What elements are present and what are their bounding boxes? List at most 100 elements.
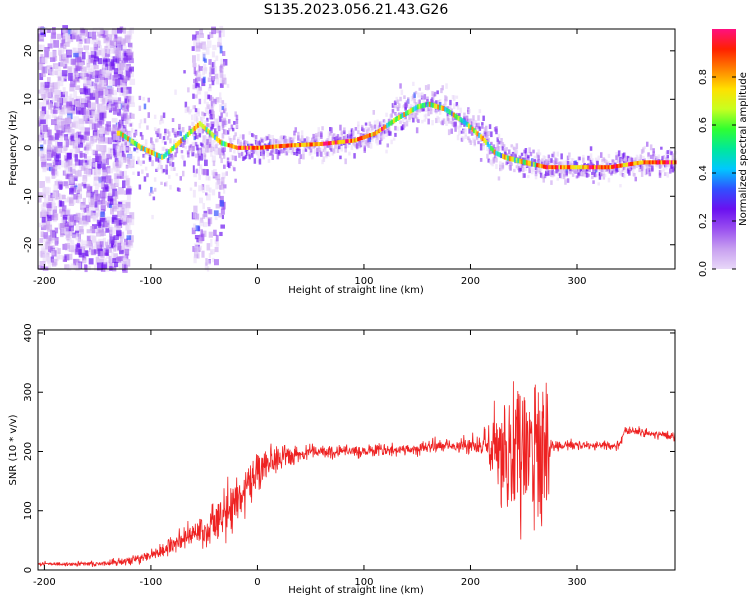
- spectrogram-cell: [61, 98, 68, 104]
- spectrogram-cell: [124, 56, 130, 61]
- spectrogram-cell: [612, 164, 616, 169]
- spectrogram-cell: [124, 35, 131, 44]
- spectrogram-cell: [245, 140, 249, 145]
- spectrogram-cell: [142, 153, 145, 158]
- spectrogram-cell: [244, 154, 248, 159]
- spectrogram-cell: [254, 140, 258, 145]
- spectrogram-cell: [479, 158, 483, 162]
- spectrogram-cell: [65, 231, 72, 240]
- spectrogram-cell: [319, 142, 322, 146]
- spectrogram-cell: [501, 142, 505, 148]
- spectrogram-cell: [188, 145, 191, 151]
- spectrogram-cell: [518, 154, 521, 161]
- spectrogram-cell: [369, 127, 373, 133]
- spectrogram-cell: [77, 213, 84, 221]
- spectrogram-cell: [472, 115, 475, 121]
- spectrogram-cell: [271, 144, 275, 149]
- spectrogram-cell: [459, 117, 462, 123]
- spectrogram-cell: [616, 166, 620, 172]
- spectrogram-cell: [95, 232, 101, 237]
- spectrogram-cell: [433, 91, 437, 97]
- spectrogram-cell: [344, 143, 347, 149]
- spectrogram-cell: [206, 104, 210, 110]
- spectrogram-cell: [115, 78, 121, 87]
- spectrogram-cell: [276, 138, 280, 144]
- spectrogram-cell: [357, 130, 360, 135]
- spectrogram-cell: [532, 167, 535, 172]
- spectrogram-cell: [600, 173, 603, 177]
- spectrogram-cell: [86, 64, 91, 71]
- spectrogram-cell: [410, 114, 414, 119]
- spectrogram-cell: [468, 138, 471, 143]
- spectrogram-cell: [666, 154, 669, 159]
- spectrogram-cell: [519, 162, 522, 168]
- spectrogram-cell: [200, 122, 203, 128]
- spectrogram-cell: [209, 31, 214, 38]
- spectrogram-cell: [215, 118, 218, 123]
- spectrogram-cell: [470, 121, 474, 128]
- spectrogram-cell: [105, 175, 112, 184]
- spectrogram-cell: [442, 106, 445, 111]
- spectrogram-cell: [84, 154, 88, 159]
- spectrogram-cell: [211, 170, 214, 176]
- spectrogram-cell: [124, 118, 129, 125]
- spectrogram-cell: [100, 136, 106, 142]
- spectrogram-cell: [100, 251, 105, 259]
- spectrogram-cell: [375, 130, 379, 135]
- snr-x-ticks: -200 -100 0 100 200 300: [33, 330, 587, 588]
- spectrogram-cell: [323, 150, 327, 155]
- spectrogram-cell: [239, 145, 242, 150]
- spectrogram-cell: [152, 143, 156, 150]
- spectrogram-cell: [233, 150, 236, 154]
- spectrogram-cell: [556, 168, 559, 173]
- spectrogram-cell: [515, 157, 518, 163]
- spectrogram-cell: [413, 92, 416, 98]
- spectrogram-cell: [564, 160, 567, 166]
- spectrogram-cell: [44, 248, 50, 254]
- spectrogram-cell: [419, 92, 423, 98]
- spectrogram-cell: [118, 87, 121, 94]
- spectrogram-cell: [199, 28, 204, 35]
- spectrogram-cell: [378, 123, 382, 128]
- spectrogram-cell: [594, 173, 598, 178]
- spectrogram-cell: [83, 184, 87, 189]
- spectrogram-cell: [281, 137, 285, 141]
- spectrogram-cell: [640, 149, 644, 154]
- spectrogram-cell: [601, 169, 604, 174]
- spectrogram-cell: [404, 111, 408, 117]
- spectrogram-cell: [54, 64, 61, 71]
- spectrogram-cell: [115, 56, 120, 64]
- spectrogram-cell: [65, 39, 72, 44]
- spectrogram-cell: [290, 143, 294, 148]
- spectrogram-cell: [424, 113, 428, 120]
- spectrogram-cell: [138, 95, 142, 101]
- x-tick-label: -100: [140, 577, 163, 588]
- spectrogram-cell: [414, 90, 418, 95]
- spectrogram-cell: [75, 212, 81, 221]
- spectrogram-cell: [120, 204, 126, 211]
- spectrogram-cell: [191, 227, 196, 235]
- spectrogram-cell: [407, 97, 410, 102]
- spectrogram-cell: [649, 154, 653, 159]
- spectrogram-cell: [340, 130, 343, 136]
- spectrogram-cell: [242, 142, 245, 147]
- spectrogram-cell: [225, 171, 228, 176]
- spectrogram-cell: [449, 99, 452, 106]
- spectrogram-cell: [65, 184, 70, 189]
- spectrogram-cell: [283, 143, 287, 148]
- spectrogram-cell: [312, 137, 315, 143]
- spectrogram-cell: [72, 163, 77, 168]
- spectrogram-cell: [48, 210, 53, 217]
- spectrogram-cell: [112, 107, 117, 115]
- spectrogram-cell: [220, 145, 223, 150]
- spectrogram-cell: [71, 193, 75, 199]
- spectrogram-cell: [78, 248, 82, 255]
- spectrogram-cell: [171, 146, 174, 152]
- spectrogram-cell: [100, 190, 106, 199]
- spectrogram-cell: [194, 133, 198, 139]
- spectrogram-cell: [123, 76, 128, 82]
- spectrogram-cell: [331, 147, 335, 151]
- spectrogram-cell: [286, 138, 290, 143]
- spectrogram-cell: [294, 127, 297, 133]
- spectrogram-cell: [66, 28, 72, 37]
